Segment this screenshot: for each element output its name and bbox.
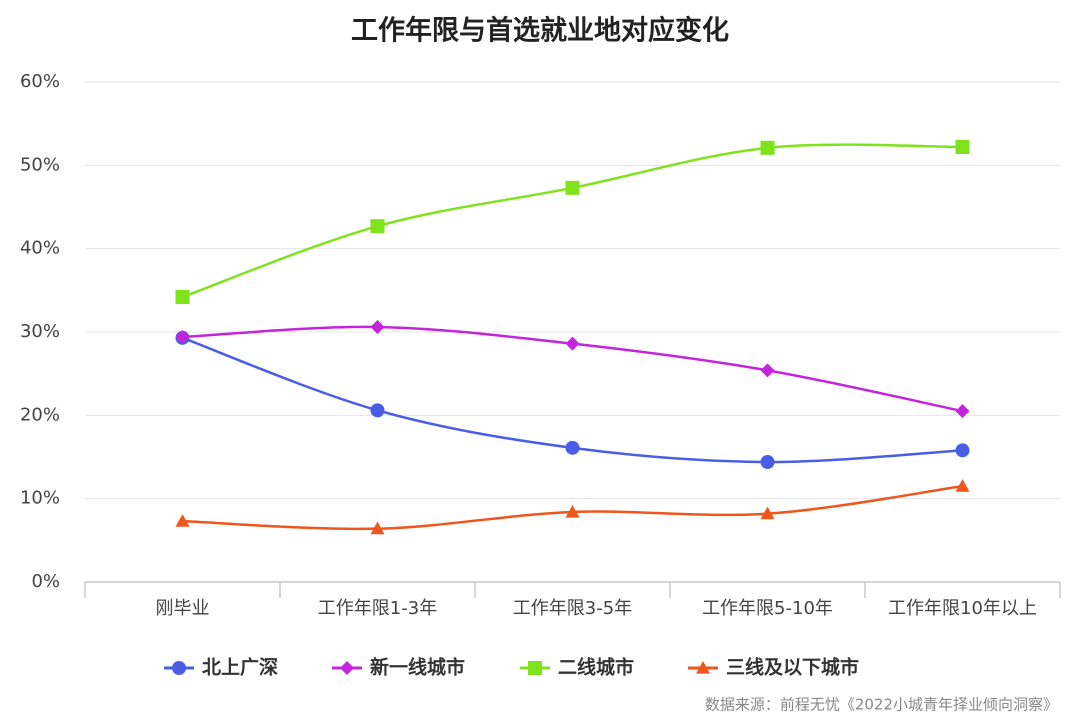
marker xyxy=(955,404,970,419)
marker xyxy=(340,661,354,675)
y-tick-label: 30% xyxy=(20,321,60,342)
marker xyxy=(172,661,186,675)
legend-label: 北上广深 xyxy=(202,656,278,679)
marker xyxy=(370,403,385,418)
marker xyxy=(955,479,970,492)
legend-label: 二线城市 xyxy=(558,656,634,679)
y-tick-label: 0% xyxy=(31,571,60,592)
legend-item: 北上广深 xyxy=(164,656,278,679)
chart-title: 工作年限与首选就业地对应变化 xyxy=(351,15,729,47)
marker xyxy=(565,180,580,195)
marker xyxy=(760,140,775,155)
marker xyxy=(175,290,190,304)
legend-item: 三线及以下城市 xyxy=(688,656,859,679)
marker xyxy=(760,455,775,469)
legend-item: 二线城市 xyxy=(520,656,634,679)
marker xyxy=(760,506,775,520)
y-tick-label: 10% xyxy=(20,488,60,509)
marker xyxy=(175,514,190,527)
marker xyxy=(955,443,970,458)
source-note: 数据来源：前程无忧《2022小城青年择业倾向洞察》 xyxy=(705,696,1058,714)
x-tick-label: 工作年限3-5年 xyxy=(513,598,632,619)
marker xyxy=(175,330,190,344)
marker xyxy=(955,140,970,154)
marker xyxy=(565,440,580,455)
marker xyxy=(370,521,385,535)
y-tick-label: 60% xyxy=(20,71,60,92)
marker xyxy=(528,661,542,675)
x-tick-label: 工作年限5-10年 xyxy=(702,598,833,619)
y-tick-label: 50% xyxy=(20,154,60,175)
marker xyxy=(565,336,580,351)
x-tick-label: 工作年限1-3年 xyxy=(318,598,437,619)
marker xyxy=(370,320,385,334)
x-tick-label: 刚毕业 xyxy=(156,598,210,619)
y-tick-label: 40% xyxy=(20,238,60,259)
marker xyxy=(696,661,710,674)
marker xyxy=(565,505,580,518)
series-line xyxy=(182,143,963,299)
legend-label: 三线及以下城市 xyxy=(726,656,859,679)
marker xyxy=(370,219,385,234)
y-tick-label: 20% xyxy=(20,404,60,425)
marker xyxy=(760,363,775,378)
legend-label: 新一线城市 xyxy=(370,656,465,679)
x-tick-label: 工作年限10年以上 xyxy=(888,598,1037,619)
legend-item: 新一线城市 xyxy=(332,656,465,679)
